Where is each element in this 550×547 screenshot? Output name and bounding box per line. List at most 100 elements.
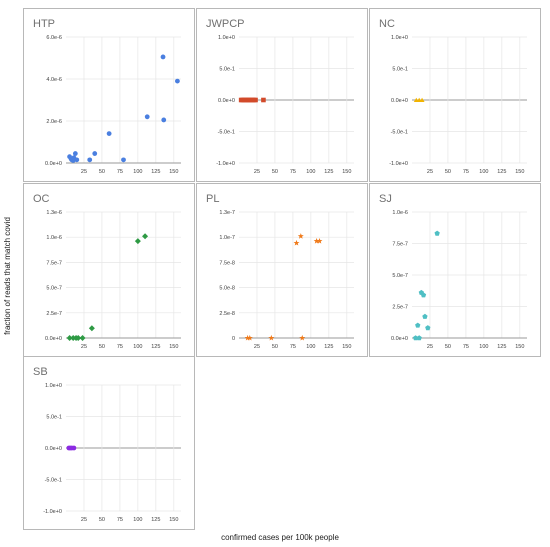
- x-tick-label: 100: [479, 169, 488, 175]
- y-tick-label: 5.0e-1: [219, 67, 235, 73]
- scatter-plot: JWPCP -1.0e+0 -5.0e-1 0.0e+0 5.0e-1 1.0e+0 25 5…: [206, 18, 354, 175]
- data-point: [316, 237, 323, 244]
- data-point: [412, 335, 419, 341]
- scatter-plot: NC -1.0e+0 -5.0e-1 0.0e+0 5.0e-1 1.0e+0 25 50 75…: [379, 18, 527, 175]
- y-tick-label: 1.0e-7: [219, 235, 235, 241]
- y-tick-label: 1.3e-7: [219, 210, 235, 216]
- y-tick-label: 0.0e+0: [391, 336, 408, 342]
- x-tick-label: 25: [254, 344, 260, 350]
- x-tick-label: 150: [169, 169, 178, 175]
- x-tick-label: 125: [324, 344, 333, 350]
- data-point: [416, 335, 422, 341]
- data-point: [142, 233, 149, 240]
- x-tick-label: 125: [151, 169, 160, 175]
- facet-panel-sj: SJ 0.0e+0 2.5e-7 5.0e-7 7.5e-7 1.0e-6 25 50 75 10…: [369, 183, 541, 357]
- facet-panel-oc: OC 0.0e+0 2.5e-7 5.0e-7 7.5e-7 1.0e-6 1.3e-6 25…: [23, 183, 195, 357]
- data-point: [75, 335, 82, 341]
- x-tick-label: 50: [99, 169, 105, 175]
- y-tick-label: 1.0e+0: [45, 383, 62, 389]
- panel-title: PL: [206, 193, 219, 205]
- x-tick-label: 125: [497, 169, 506, 175]
- scatter-plot: SJ 0.0e+0 2.5e-7 5.0e-7 7.5e-7 1.0e-6 25 50 75 10…: [379, 193, 527, 350]
- data-point: [79, 335, 86, 341]
- data-point: [74, 157, 80, 163]
- y-tick-label: 2.5e-7: [392, 305, 408, 311]
- data-point: [293, 239, 300, 246]
- data-point: [72, 151, 78, 156]
- x-tick-label: 100: [306, 169, 315, 175]
- x-tick-label: 75: [117, 169, 123, 175]
- y-tick-label: 1.0e+0: [218, 35, 235, 41]
- x-tick-label: 25: [427, 169, 433, 175]
- data-point: [121, 157, 126, 163]
- x-tick-label: 75: [290, 169, 296, 175]
- data-point: [261, 97, 266, 103]
- scatter-plot: PL 0 2.5e-8 5.0e-8 7.5e-8 1.0e-7 1.3e-7 25 50 75 1…: [206, 193, 354, 350]
- data-point: [161, 117, 167, 123]
- x-tick-label: 150: [515, 169, 524, 175]
- data-point: [268, 334, 275, 341]
- panel-title: JWPCP: [206, 18, 245, 30]
- x-tick-label: 100: [133, 344, 142, 350]
- y-tick-label: 5.0e-7: [46, 286, 62, 292]
- y-tick-label: -1.0e+0: [216, 161, 235, 167]
- data-point: [66, 335, 73, 341]
- facet-panel-nc: NC -1.0e+0 -5.0e-1 0.0e+0 5.0e-1 1.0e+0 25 50 75…: [369, 8, 541, 182]
- x-tick-label: 125: [151, 344, 160, 350]
- x-tick-label: 50: [99, 344, 105, 350]
- facet-panel-jwpcp: JWPCP -1.0e+0 -5.0e-1 0.0e+0 5.0e-1 1.0e+0 25 5…: [196, 8, 368, 182]
- y-tick-label: 1.0e-6: [46, 235, 62, 241]
- y-tick-label: 2.5e-7: [46, 311, 62, 317]
- y-tick-label: 2.0e-6: [46, 119, 62, 125]
- data-point: [244, 334, 251, 341]
- x-tick-label: 150: [342, 344, 351, 350]
- data-point: [88, 325, 95, 332]
- x-tick-label: 75: [290, 344, 296, 350]
- x-axis-label: confirmed cases per 100k people: [221, 533, 339, 542]
- data-point: [425, 325, 431, 331]
- y-tick-label: 0.0e+0: [45, 161, 62, 167]
- y-tick-label: 5.0e-8: [219, 286, 235, 292]
- scatter-plot: HTP 0.0e+0 2.0e-6 4.0e-6 6.0e-6 25 50 75 100 125 1…: [33, 18, 181, 175]
- y-tick-label: -5.0e-1: [391, 130, 408, 136]
- data-point: [175, 78, 180, 84]
- scatter-plot: SB -1.0e+0 -5.0e-1 0.0e+0 5.0e-1 1.0e+0 25 50 75…: [33, 366, 181, 523]
- x-tick-label: 50: [99, 517, 105, 523]
- y-tick-label: 5.0e-1: [392, 67, 408, 73]
- data-point: [134, 238, 141, 245]
- panel-title: NC: [379, 18, 395, 30]
- y-tick-label: -5.0e-1: [218, 130, 235, 136]
- y-tick-label: 5.0e-1: [46, 415, 62, 421]
- data-point: [160, 54, 166, 60]
- data-point: [297, 233, 304, 239]
- y-tick-label: 2.5e-8: [219, 311, 235, 317]
- x-tick-label: 100: [306, 344, 315, 350]
- data-point: [144, 114, 150, 120]
- x-tick-label: 25: [427, 344, 433, 350]
- x-tick-label: 75: [117, 517, 123, 523]
- data-point: [87, 157, 93, 163]
- x-tick-label: 50: [272, 169, 278, 175]
- x-tick-label: 75: [463, 344, 469, 350]
- y-tick-label: 0.0e+0: [391, 98, 408, 104]
- data-point: [313, 237, 320, 244]
- x-tick-label: 75: [117, 344, 123, 350]
- y-tick-label: 5.0e-7: [392, 273, 408, 279]
- data-point: [71, 445, 77, 451]
- data-point: [434, 230, 440, 236]
- facet-panel-sb: SB -1.0e+0 -5.0e-1 0.0e+0 5.0e-1 1.0e+0 25 50 75…: [23, 356, 195, 530]
- x-tick-label: 50: [272, 344, 278, 350]
- data-point: [419, 97, 425, 103]
- y-tick-label: 4.0e-6: [46, 77, 62, 83]
- x-tick-label: 25: [81, 344, 87, 350]
- facet-panel-htp: HTP 0.0e+0 2.0e-6 4.0e-6 6.0e-6 25 50 75 100 125 1…: [23, 8, 195, 182]
- y-tick-label: 7.5e-7: [392, 242, 408, 248]
- x-tick-label: 125: [151, 517, 160, 523]
- y-tick-label: 7.5e-7: [46, 260, 62, 266]
- y-tick-label: -1.0e+0: [389, 161, 408, 167]
- x-tick-label: 75: [463, 169, 469, 175]
- data-point: [420, 292, 427, 298]
- y-tick-label: 1.0e+0: [391, 35, 408, 41]
- data-point: [246, 334, 253, 341]
- data-point: [422, 313, 428, 319]
